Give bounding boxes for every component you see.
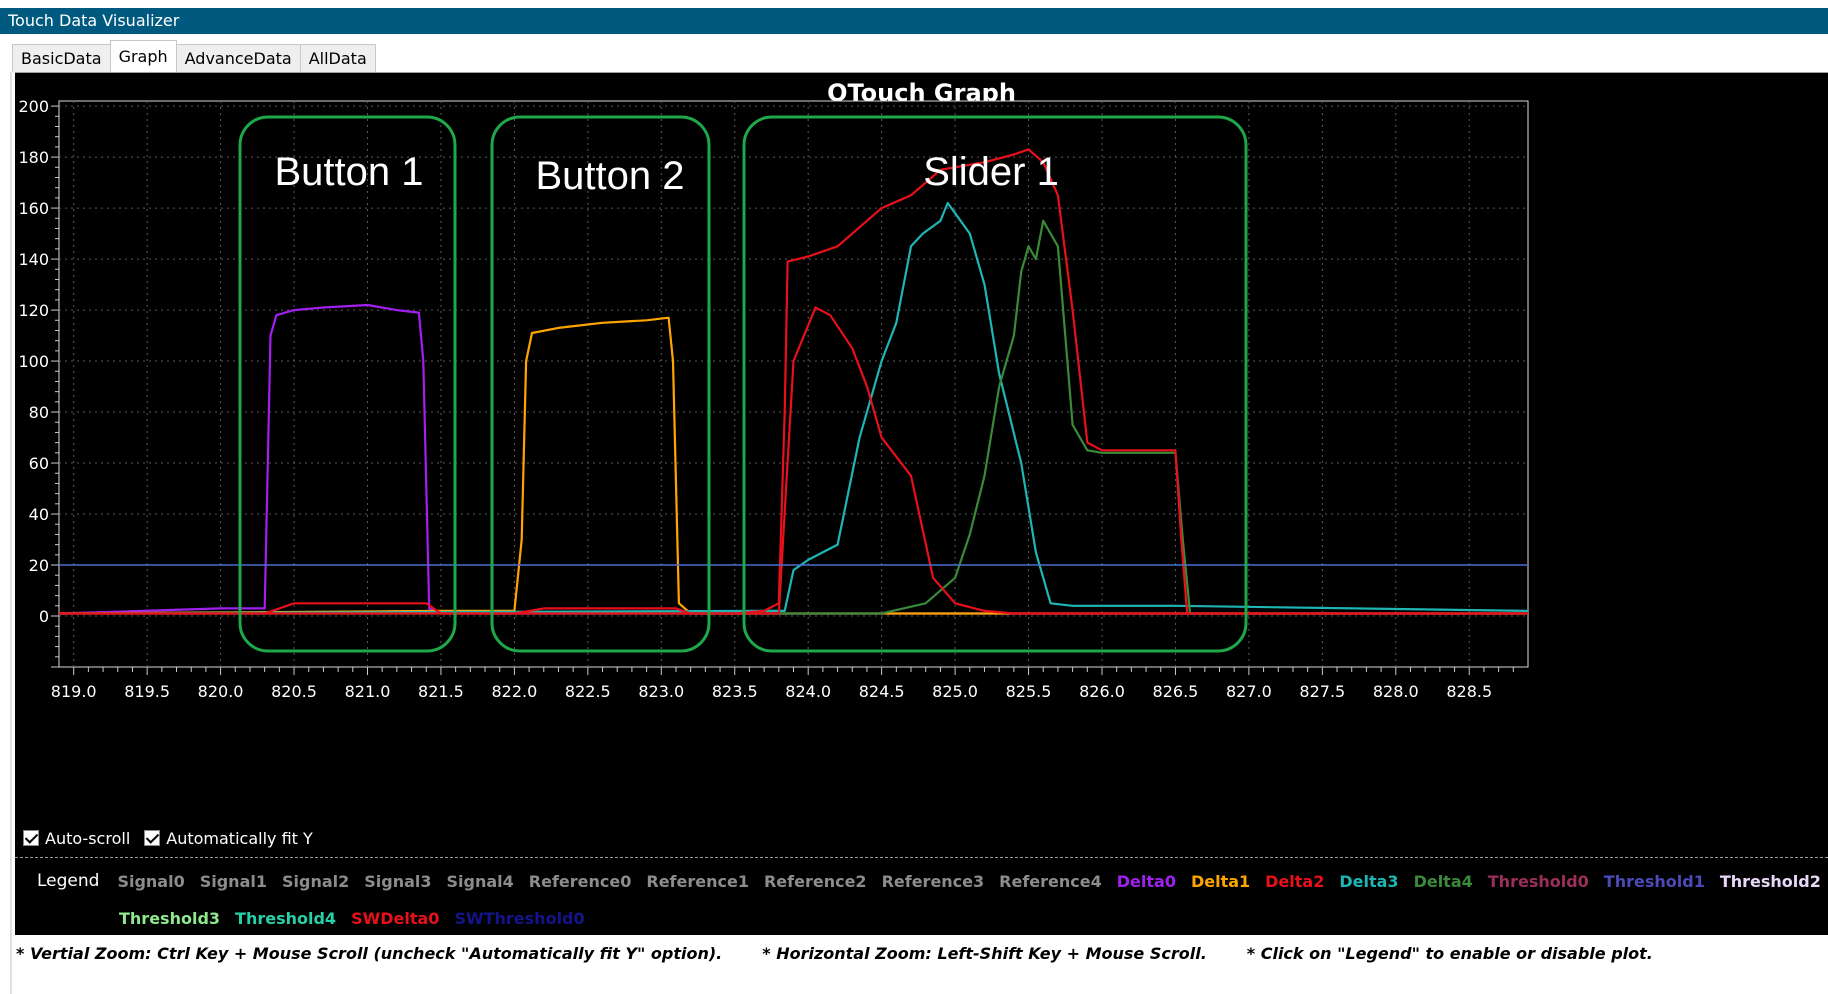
fit-y-label: Automatically fit Y <box>166 828 313 848</box>
series-delta0 <box>59 303 1528 615</box>
footnote-vertical-zoom: * Vertial Zoom: Ctrl Key + Mouse Scroll … <box>16 944 723 963</box>
legend-item-delta4[interactable]: Delta4 <box>1413 871 1473 891</box>
x-tick-label: 819.5 <box>124 682 170 701</box>
x-tick-label: 823.0 <box>638 682 684 701</box>
window-top-edge <box>0 0 1828 8</box>
y-tick-label: 60 <box>29 454 49 473</box>
auto-scroll-checkbox[interactable] <box>23 830 39 846</box>
annotation-label: Button 1 <box>274 150 423 194</box>
fit-y-checkbox[interactable] <box>144 830 161 846</box>
x-tick-label: 825.0 <box>932 682 978 701</box>
legend-row-2: Threshold3 Threshold4 SWDelta0 SWThreshold0 <box>119 903 600 933</box>
x-tick-label: 823.5 <box>712 682 758 701</box>
legend-item-signal2[interactable]: Signal2 <box>281 871 350 891</box>
y-tick-label: 80 <box>29 403 49 422</box>
tab-advancedata[interactable]: AdvanceData <box>175 44 301 72</box>
annotation-boxes: Button 1 Button 2 Slider 1 <box>238 115 1248 653</box>
legend-item-swthreshold0[interactable]: SWThreshold0 <box>454 908 585 928</box>
help-footnotes: * Vertial Zoom: Ctrl Key + Mouse Scroll … <box>16 944 1693 968</box>
data-series <box>59 148 1528 615</box>
tab-basicdata[interactable]: BasicData <box>12 44 111 72</box>
legend-row-1: Legend Signal0 Signal1 Signal2 Signal3 Signa… <box>37 863 1828 899</box>
annotation-label: Button 2 <box>535 154 684 198</box>
auto-scroll-label: Auto-scroll <box>45 828 131 848</box>
legend-item-threshold2[interactable]: Threshold2 <box>1719 871 1821 891</box>
footnote-legend-toggle: * Click on "Legend" to enable or disable… <box>1246 944 1653 963</box>
x-tick-label: 820.5 <box>271 682 317 701</box>
legend-item-delta3[interactable]: Delta3 <box>1339 871 1399 891</box>
legend-item-delta2[interactable]: Delta2 <box>1265 871 1325 891</box>
legend-item-delta1[interactable]: Delta1 <box>1190 871 1251 891</box>
tab-alldata[interactable]: AllData <box>299 44 376 72</box>
legend-item-threshold0[interactable]: Threshold0 <box>1487 871 1589 891</box>
axis-ticks <box>51 105 1514 675</box>
x-tick-label: 828.0 <box>1373 682 1419 701</box>
legend-divider <box>15 857 1828 858</box>
y-tick-label: 100 <box>18 352 49 371</box>
annotation-box <box>490 115 711 653</box>
x-tick-label: 820.0 <box>198 682 244 701</box>
x-tick-label: 821.5 <box>418 682 464 701</box>
series-delta3 <box>59 201 1528 615</box>
x-tick-label: 822.0 <box>491 682 537 701</box>
y-tick-label: 180 <box>18 148 49 167</box>
legend-item-threshold4[interactable]: Threshold4 <box>235 908 337 928</box>
x-tick-label: 825.5 <box>1006 682 1052 701</box>
legend-item-delta0[interactable]: Delta0 <box>1116 871 1176 891</box>
legend-item-signal4[interactable]: Signal4 <box>446 871 514 891</box>
legend-item-threshold1[interactable]: Threshold1 <box>1603 871 1705 891</box>
legend-item-reference4[interactable]: Reference4 <box>999 871 1102 891</box>
legend-item-signal3[interactable]: Signal3 <box>364 871 432 891</box>
x-tick-label: 827.5 <box>1299 682 1345 701</box>
annotation-box <box>238 115 457 653</box>
x-tick-label: 824.0 <box>785 682 831 701</box>
x-tick-label: 828.5 <box>1446 682 1492 701</box>
legend-item-signal0[interactable]: Signal0 <box>117 871 185 891</box>
axis-labels: 819.0 819.5 820.0 820.5 821.0 821.5 822.0 822.5… <box>18 97 1492 701</box>
y-tick-label: 140 <box>18 250 49 269</box>
x-tick-label: 824.5 <box>859 682 905 701</box>
tab-graph[interactable]: Graph <box>109 40 177 72</box>
window-title-bar: Touch Data Visualizer <box>0 8 1828 34</box>
legend-item-reference3[interactable]: Reference3 <box>881 871 985 891</box>
y-tick-label: 20 <box>29 556 49 575</box>
legend-item-signal1[interactable]: Signal1 <box>199 871 267 891</box>
y-tick-label: 0 <box>39 607 49 626</box>
x-tick-label: 827.0 <box>1226 682 1272 701</box>
x-tick-label: 821.0 <box>345 682 391 701</box>
x-tick-label: 822.5 <box>565 682 611 701</box>
y-tick-label: 200 <box>18 97 49 116</box>
footnote-horizontal-zoom: * Horizontal Zoom: Left-Shift Key + Mous… <box>762 944 1207 963</box>
window-left-border <box>10 72 12 994</box>
legend-item-reference0[interactable]: Reference0 <box>528 871 632 891</box>
x-tick-label: 819.0 <box>51 682 97 701</box>
legend-item-swdelta0[interactable]: SWDelta0 <box>351 908 440 928</box>
series-swdelta0 <box>59 148 1528 615</box>
x-tick-label: 826.5 <box>1153 682 1199 701</box>
annotation-box <box>742 115 1248 653</box>
graph-panel: QTouch Graph 819.0 819.5 820.0 820.5 821.0 82… <box>15 72 1828 935</box>
series-delta2 <box>59 306 1528 615</box>
series-delta1 <box>59 316 1528 615</box>
y-tick-label: 120 <box>18 301 49 320</box>
legend-label[interactable]: Legend <box>37 871 100 891</box>
legend-item-threshold3[interactable]: Threshold3 <box>119 908 221 928</box>
tab-bar: BasicData Graph AdvanceData AllData <box>12 40 376 72</box>
legend-item-reference2[interactable]: Reference2 <box>763 871 867 891</box>
x-tick-label: 826.0 <box>1079 682 1125 701</box>
y-tick-label: 40 <box>29 505 49 524</box>
annotation-label: Slider 1 <box>923 150 1059 194</box>
graph-controls: Auto-scroll Automatically fit Y <box>23 825 327 851</box>
legend-item-reference1[interactable]: Reference1 <box>646 871 749 891</box>
y-tick-label: 160 <box>18 199 49 218</box>
window-title: Touch Data Visualizer <box>8 11 180 30</box>
grid-lines <box>59 101 1528 667</box>
series-delta4 <box>59 219 1528 615</box>
qtouch-graph-chart[interactable]: 819.0 819.5 820.0 820.5 821.0 821.5 822.0 822.5… <box>15 73 1828 823</box>
